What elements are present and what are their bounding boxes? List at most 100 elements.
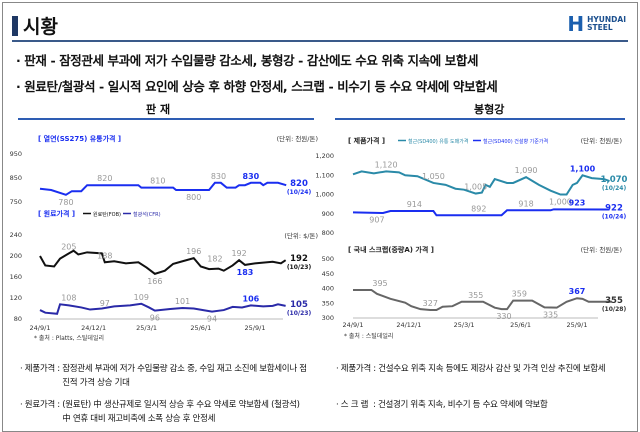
end-value-label: 922 <box>605 204 623 214</box>
data-label: 923 <box>569 198 586 207</box>
x-tick-label: 24/9/1 <box>343 321 364 329</box>
y-tick-label: 1,100 <box>315 171 334 179</box>
data-label: 101 <box>175 297 190 306</box>
series-line <box>39 249 287 275</box>
data-label: 830 <box>211 172 226 181</box>
data-label: 192 <box>231 249 246 258</box>
legend-label: 철광석(CFR) <box>133 211 161 218</box>
data-label: 94 <box>207 315 217 324</box>
data-label: 1,000 <box>549 198 572 207</box>
note-right-product: · 제품가격 : 건설수요 위축 지속 등에도 제강사 감산 및 가격 인상 추… <box>336 362 626 376</box>
title-marker <box>12 15 18 36</box>
end-date-label: (10/24) <box>602 214 627 221</box>
x-tick-label: 25/3/1 <box>454 321 475 329</box>
note-right-scrap: · 스 크 랩 : 건설경기 위축 지속, 비수기 등 수요 약세에 약보합 <box>336 398 626 412</box>
section-title-section-steel: 봉형강 <box>474 103 505 116</box>
x-tick-label: 25/9/1 <box>567 321 588 329</box>
end-value-label: 192 <box>290 254 308 264</box>
title-divider <box>12 40 628 42</box>
y-tick-label: 750 <box>10 198 22 206</box>
data-label: 918 <box>518 199 533 208</box>
end-date-label: (10/23) <box>287 264 312 271</box>
y-tick-label: 1,000 <box>315 191 334 199</box>
source-note: * 출처 : Platts, 스틸데일리 <box>34 334 104 342</box>
data-label: 820 <box>97 174 112 183</box>
logo-h-icon: H <box>567 12 585 36</box>
data-label: 166 <box>147 277 162 286</box>
logo-text-1: HYUNDAI <box>587 15 626 24</box>
hyundai-steel-logo: H HYUNDAI STEEL <box>567 14 626 34</box>
legend-label: 철근(SD400) 건설향 기준가격 <box>483 138 548 145</box>
end-value-label: 105 <box>290 300 308 310</box>
data-label: 327 <box>423 299 438 308</box>
data-label: 1,100 <box>570 164 596 173</box>
x-tick-label: 25/9/1 <box>245 324 266 332</box>
chart-unit: (단위: 천원/톤) <box>581 136 622 145</box>
note-left-product: · 제품가격 : 잠정관세 부과에 저가 수입물량 감소 중, 수입 재고 소진… <box>20 362 310 390</box>
logo-text-2: STEEL <box>587 23 613 32</box>
y-tick-label: 400 <box>322 285 334 293</box>
data-label: 188 <box>97 251 112 260</box>
series-line <box>39 181 287 196</box>
data-label: 335 <box>543 311 558 320</box>
data-label: 109 <box>134 293 149 302</box>
end-date-label: (10/23) <box>287 310 312 317</box>
note-key: · 제품가격 : <box>20 364 63 374</box>
data-label: 907 <box>369 215 384 224</box>
series-line <box>353 288 612 312</box>
data-label: 108 <box>61 293 76 302</box>
y-tick-label: 450 <box>322 270 334 278</box>
chart-unit: (단위: $/톤) <box>284 231 318 240</box>
note-left-material: · 원료가격 : (원료탄) 中 생산규제로 일시적 상승 후 수요 약세로 약… <box>20 398 310 426</box>
end-value-label: 820 <box>290 179 308 189</box>
data-label: 1,120 <box>375 160 398 169</box>
note-text: 잠정관세 부과에 저가 수입물량 감소 중, 수입 재고 소진에 보합세이나 점… <box>62 364 307 388</box>
data-label: 355 <box>468 291 483 300</box>
summary-bullet-1: · 판재 - 잠정관세 부과에 저가 수입물량 감소세, 봉형강 - 감산에도 … <box>16 53 479 68</box>
chart-title: [ 제품가격 ] <box>348 136 385 145</box>
y-tick-label: 160 <box>10 273 22 281</box>
x-tick-label: 24/12/1 <box>396 321 421 329</box>
x-tick-label: 25/3/1 <box>136 324 157 332</box>
page-title-text: 시황 <box>23 16 58 38</box>
section-title-plate: 판 재 <box>146 103 171 116</box>
section-divider-right <box>335 118 625 120</box>
data-label: 1,050 <box>422 172 445 181</box>
y-tick-label: 950 <box>10 150 22 158</box>
note-key: · 스 크 랩 : <box>336 400 378 410</box>
page-title: 시황 <box>12 12 58 39</box>
note-key: · 제품가격 : <box>336 364 379 374</box>
note-text: 건설수요 위축 지속 등에도 제강사 감산 및 가격 인상 추진에 보합세 <box>378 364 606 374</box>
summary-bullet-2: · 원료탄/철광석 - 일시적 요인에 상승 후 하향 안정세, 스크랩 - 비… <box>16 79 498 94</box>
y-tick-label: 200 <box>10 252 22 260</box>
legend-label: 철근(SD400) 유통 도매가격 <box>408 138 468 145</box>
note-text: (원료탄) 中 생산규제로 일시적 상승 후 수요 약세로 약보합세 (철광석)… <box>62 400 300 424</box>
data-label: 367 <box>569 287 586 296</box>
data-label: 395 <box>372 279 387 288</box>
y-tick-label: 850 <box>10 174 22 182</box>
series-line <box>352 208 610 217</box>
data-label: 205 <box>61 242 76 251</box>
y-tick-label: 300 <box>322 314 334 322</box>
data-label: 914 <box>407 200 422 209</box>
note-text: 건설경기 위축 지속, 비수기 등 수요 약세에 약보합 <box>377 400 548 410</box>
chart-unit: (단위: 천원/톤) <box>581 245 622 254</box>
legend-label: 원료탄(FOB) <box>93 211 121 218</box>
series-line <box>39 302 286 315</box>
data-label: 1,005 <box>464 183 487 192</box>
y-tick-label: 240 <box>10 231 22 239</box>
data-label: 96 <box>150 314 160 323</box>
section-divider-left <box>18 118 314 120</box>
data-label: 1,090 <box>515 166 538 175</box>
y-tick-label: 120 <box>10 294 22 302</box>
data-label: 106 <box>243 294 260 303</box>
data-label: 183 <box>237 268 254 277</box>
y-tick-label: 350 <box>322 299 334 307</box>
end-value-label: 355 <box>605 296 623 306</box>
note-key: · 원료가격 : <box>20 400 63 410</box>
y-tick-label: 1,200 <box>315 152 334 160</box>
chart-title: [ 원료가격 ] <box>38 209 75 218</box>
x-tick-label: 24/9/1 <box>30 324 51 332</box>
chart-unit: (단위: 천원/톤) <box>277 134 318 143</box>
